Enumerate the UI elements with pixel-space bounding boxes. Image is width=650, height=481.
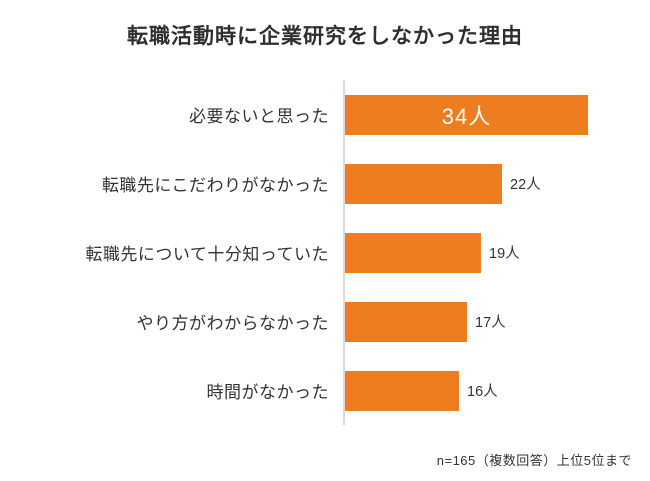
bar: [345, 163, 502, 204]
chart-row: 必要ないと思った 34人: [0, 80, 650, 149]
category-label: 必要ないと思った: [189, 107, 329, 126]
source-note: n=165（複数回答）上位5位まで: [436, 453, 632, 468]
bar-track: 22人: [343, 149, 650, 218]
chart-row: 転職先にこだわりがなかった 22人: [0, 149, 650, 218]
value-label: 22人: [510, 177, 541, 193]
bar-track: 19人: [343, 218, 650, 287]
bar-track: 16人: [343, 356, 650, 425]
value-label: 34人: [441, 103, 492, 129]
bar: [345, 370, 459, 411]
bar: [345, 232, 481, 273]
value-label: 19人: [489, 246, 520, 262]
category-label: 転職先にこだわりがなかった: [101, 176, 329, 195]
category-label: 時間がなかった: [206, 383, 329, 402]
category-label: やり方がわからなかった: [136, 314, 329, 333]
bar-track: 34人: [343, 80, 650, 149]
bar-track: 17人: [343, 287, 650, 356]
chart-row: 転職先について十分知っていた 19人: [0, 218, 650, 287]
chart-row: 時間がなかった 16人: [0, 356, 650, 425]
category-label: 転職先について十分知っていた: [85, 245, 329, 264]
bar: 34人: [345, 94, 588, 135]
chart-row: やり方がわからなかった 17人: [0, 287, 650, 356]
bar: [345, 301, 467, 342]
value-label: 16人: [467, 384, 498, 400]
chart-title: 転職活動時に企業研究をしなかった理由: [127, 25, 523, 48]
value-label: 17人: [475, 315, 506, 331]
bar-chart: 必要ないと思った 34人転職先にこだわりがなかった 22人転職先について十分知ってい…: [0, 80, 650, 425]
